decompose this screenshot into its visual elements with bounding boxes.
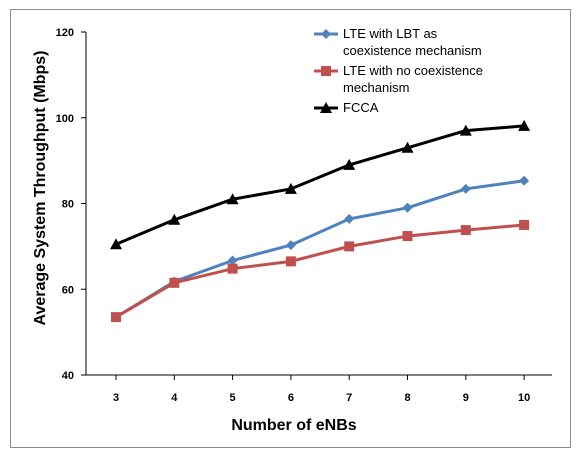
data-point xyxy=(343,158,356,170)
data-point xyxy=(518,119,531,131)
x-tick-label: 4 xyxy=(171,392,178,404)
y-tick-label: 60 xyxy=(62,284,74,296)
data-point xyxy=(401,141,414,153)
y-tick-label: 80 xyxy=(62,199,74,211)
data-point xyxy=(402,202,413,213)
y-tick-label: 40 xyxy=(62,370,74,382)
data-point xyxy=(519,175,530,186)
y-axis-title: Average System Throughput (Mbps) xyxy=(32,51,49,326)
data-point xyxy=(284,182,297,194)
data-point xyxy=(519,219,530,230)
data-point xyxy=(460,225,471,236)
x-tick-label: 9 xyxy=(463,392,469,404)
data-point xyxy=(110,238,122,250)
data-point xyxy=(402,231,413,242)
legend-label: FCCA xyxy=(343,100,379,115)
legend-label: LTE with LBT as xyxy=(343,26,438,41)
legend-entry-2: LTE with no coexistence mechanism xyxy=(314,63,483,95)
x-tick-label: 8 xyxy=(404,392,410,404)
legend-entry-3: FCCA xyxy=(314,100,379,115)
data-point xyxy=(111,312,121,323)
x-tick-label: 10 xyxy=(518,392,530,404)
y-tick-label: 100 xyxy=(56,113,74,125)
data-point xyxy=(344,241,355,252)
data-point xyxy=(226,193,239,205)
series-line xyxy=(115,179,525,319)
x-tick-label: 7 xyxy=(346,392,352,404)
series-line xyxy=(115,124,525,246)
legend-marker xyxy=(321,29,331,39)
series-3 xyxy=(110,119,531,250)
legend-entry-1: LTE with LBT as coexistence mechanism xyxy=(314,26,482,58)
x-tick-label: 3 xyxy=(113,392,119,404)
data-point xyxy=(459,124,472,136)
legend-label: mechanism xyxy=(343,80,409,95)
series-2 xyxy=(111,219,530,323)
data-point xyxy=(285,240,296,251)
data-point xyxy=(285,256,296,267)
y-tick-label: 120 xyxy=(56,27,74,39)
x-axis-title: Number of eNBs xyxy=(231,417,356,434)
series-line xyxy=(115,223,525,319)
data-point xyxy=(460,183,471,194)
x-tick-label: 6 xyxy=(288,392,294,404)
x-tick-label: 5 xyxy=(230,392,236,404)
data-point xyxy=(227,263,238,274)
legend-label: coexistence mechanism xyxy=(343,43,482,58)
legend-label: LTE with no coexistence xyxy=(343,63,483,78)
data-point xyxy=(227,255,238,266)
series-1 xyxy=(111,175,530,323)
axes: 40 60 80 100 120 3 4 5 6 7 8 9 10 xyxy=(56,27,552,404)
series-layer xyxy=(110,119,531,323)
data-point xyxy=(169,277,180,288)
data-point xyxy=(344,213,355,224)
legend-marker xyxy=(320,102,332,113)
data-point xyxy=(168,213,181,225)
legend-marker xyxy=(321,66,331,76)
